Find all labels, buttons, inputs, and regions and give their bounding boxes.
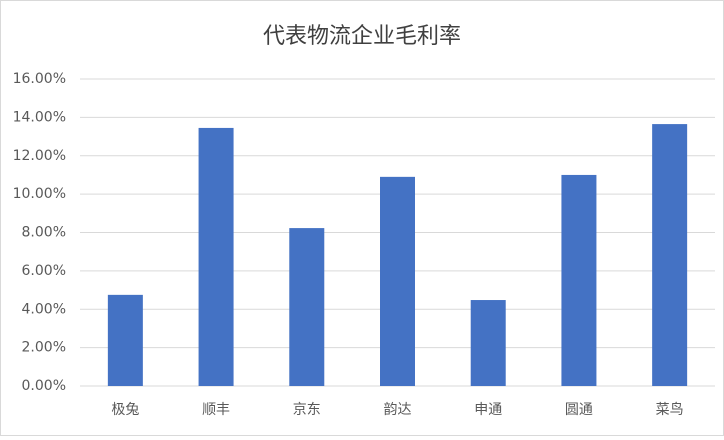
y-tick-label: 2.00%	[22, 340, 66, 356]
x-tick-label: 圆通	[565, 402, 593, 418]
y-tick-label: 12.00%	[13, 148, 66, 164]
x-tick-label: 菜鸟	[656, 402, 684, 418]
x-tick-label: 申通	[474, 402, 502, 418]
y-tick-label: 8.00%	[22, 225, 66, 241]
y-tick-label: 0.00%	[22, 378, 66, 394]
bar	[561, 174, 597, 386]
x-tick-label: 京东	[293, 402, 321, 418]
y-tick-label: 14.00%	[13, 109, 66, 125]
bar	[289, 228, 325, 386]
y-tick-label: 10.00%	[13, 186, 66, 202]
bar	[107, 294, 143, 386]
x-tick-label: 韵达	[384, 402, 412, 418]
y-tick-label: 6.00%	[22, 263, 66, 279]
x-tick-label: 极兔	[111, 402, 139, 418]
bar	[652, 124, 688, 386]
bar	[470, 300, 506, 386]
chart-title: 代表物流企业毛利率	[263, 24, 461, 49]
x-tick-label: 顺丰	[202, 402, 230, 418]
bar	[380, 176, 415, 386]
bar	[198, 127, 234, 386]
y-tick-label: 4.00%	[22, 301, 66, 317]
y-tick-label: 16.00%	[13, 71, 66, 87]
